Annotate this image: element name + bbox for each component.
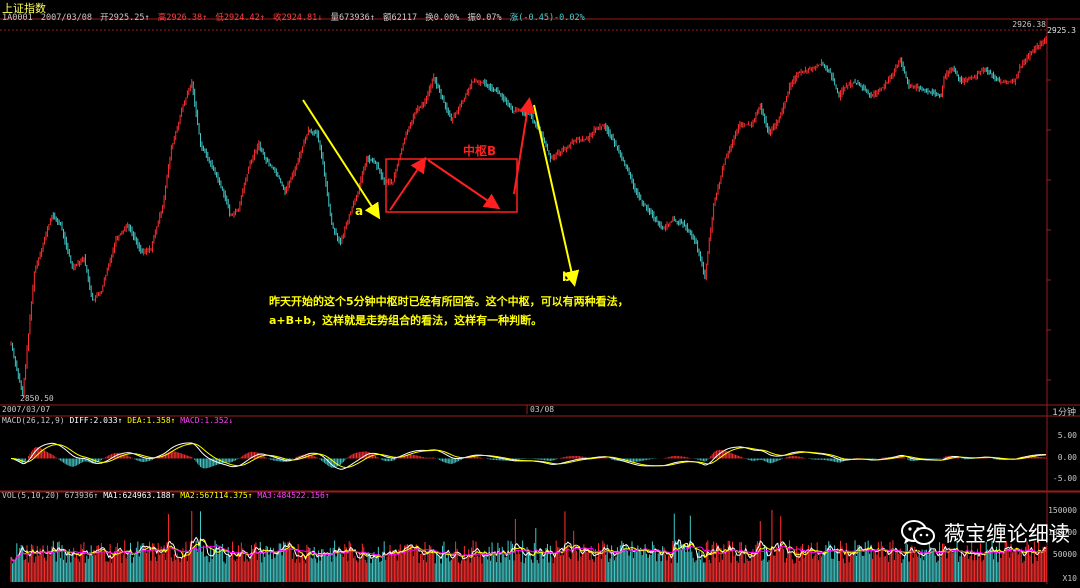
macd-dea: DEA:1.358 [127,416,171,425]
amount-label: 额 [383,13,392,23]
index-title: 上证指数 [2,2,46,15]
arrow-up-1 [389,156,427,211]
amount-value: 62117 [391,13,418,23]
dea-line [10,443,1047,468]
macd-tick-2: 0.00 [1057,453,1077,462]
vol-label: VOL(5,10,20) [2,491,60,500]
open-value: 2925.25 [108,13,145,23]
watermark-text: 薇宝缠论细读 [944,522,1070,546]
code: 1A0001 [2,13,33,23]
vol-tick-3: 50000 [1052,550,1077,559]
label-b: b [562,270,571,284]
annotation-note: 昨天开始的这个5分钟中枢时已经有所回答。这个中枢，可以有两种看法， a+B+b，… [269,292,629,330]
macd-macd: MACD:1.352 [180,416,229,425]
close-label: 收 [272,13,282,23]
macd-info: MACD(26,12,9) DIFF:2.033↑ DEA:1.358↑ MAC… [2,416,234,425]
macd-tick-3: -5.00 [1052,474,1077,483]
arrow-up-2 [513,97,535,195]
date-mid: 03/08 [530,405,555,414]
amplitude-label: 振 [467,13,476,23]
wechat-icon [901,520,935,545]
macd-label: MACD(26,12,9) [2,416,65,425]
amplitude-value: 0.07% [476,13,502,23]
low-value: 2924.42 [223,13,260,23]
turnover-value: 0.00% [433,13,460,23]
note-line-1: 昨天开始的这个5分钟中枢时已经有所回答。这个中枢，可以有两种看法， [269,295,629,308]
ohlc-info-bar: 1A0001 2007/03/08 开2925.25↑ 高2926.38↑ 低2… [2,13,585,23]
vol-tick-2: 100000 [1048,528,1077,537]
vol-value: 673936 [64,491,94,500]
date: 2007/03/08 [40,13,93,23]
zhongshu-box [385,158,518,213]
vol-ma-line-3 [10,545,1047,561]
arrow-a [302,99,381,220]
high-marker: 2926.38 [1012,20,1046,29]
note-line-2: a+B+b，这样就是走势组合的看法，这样有一种判断。 [269,314,543,327]
low-label: 低 [215,13,224,23]
vol-scale: X10 [1062,574,1077,583]
vol-tick-1: 150000 [1048,506,1077,515]
change-value: (-0.45)-0.02% [518,13,585,23]
high-value: 2926.38 [166,13,203,23]
arrow-b [533,104,580,287]
last-price: 2925.3 [1047,26,1076,35]
arrow-down-1 [427,159,501,210]
zhongshu-label: 中枢B [463,143,496,158]
vol-ma1: MA1:624963.188 [103,491,171,500]
high-label: 高 [157,13,167,23]
date-start: 2007/03/07 [2,405,51,414]
vol-ma3: MA3:484522.156 [257,491,325,500]
vol-ma2: MA2:567114.375 [180,491,248,500]
label-a: a [355,204,363,218]
close-value: 2924.81 [281,13,318,23]
change-label: 涨 [509,13,519,23]
volume-value: 673936 [339,13,370,23]
macd-tick-1: 5.00 [1057,431,1077,440]
low-marker: 2850.50 [20,394,54,403]
turnover-label: 换 [425,13,434,23]
volume-label: 量 [330,13,340,23]
open-label: 开 [100,13,109,23]
watermark: 薇宝缠论细读 [900,518,1070,548]
macd-diff: DIFF:2.033 [69,416,118,425]
vol-info: VOL(5,10,20) 673936↑ MA1:624963.188↑ MA2… [2,491,330,500]
period-label: 1分钟 [1052,408,1076,418]
